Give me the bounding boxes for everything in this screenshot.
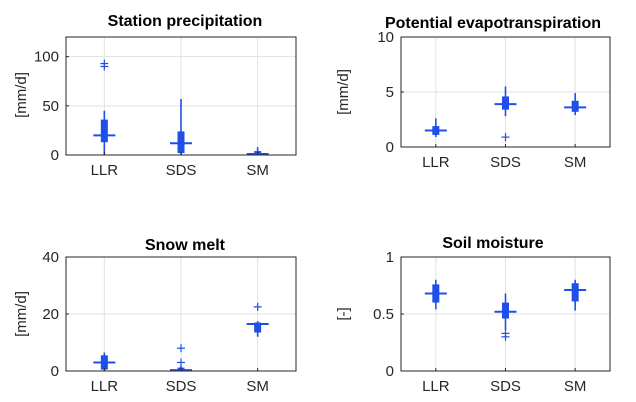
y-tick-label: 20 (42, 306, 59, 323)
panel-title: Soil moisture (442, 235, 543, 252)
panel-station-precipitation: Station precipitation [mm/d] 0 50 100 LLR SD… (13, 13, 297, 179)
x-tick-label: LLR (91, 162, 119, 179)
y-tick-label: 0 (51, 147, 59, 164)
panel-soil-moisture: Soil moisture [-] 0 0.5 1 LLR SDS SM (335, 235, 611, 395)
outlier-marker (253, 302, 262, 311)
x-tick-label: SDS (490, 154, 521, 171)
panel-snow-melt: Snow melt [mm/d] 0 20 40 LLR SDS SM (13, 237, 297, 395)
x-tick-label: SM (246, 162, 269, 179)
panel-title: Potential evapotranspiration (385, 15, 601, 32)
x-tick-label: LLR (422, 378, 450, 395)
y-tick-label: 100 (34, 49, 59, 66)
y-axis-label: [mm/d] (13, 72, 30, 118)
outlier-marker (501, 133, 510, 142)
x-tick-label: SM (564, 378, 587, 395)
x-tick-label: SDS (166, 162, 197, 179)
y-tick-label: 10 (377, 29, 394, 46)
box (502, 302, 509, 319)
box (254, 322, 262, 333)
y-tick-label: 0 (386, 363, 394, 380)
outlier-marker (501, 329, 510, 338)
y-tick-label: 5 (386, 84, 394, 101)
y-axis-label: [-] (335, 307, 352, 320)
y-tick-label: 0 (51, 363, 59, 380)
y-tick-label: 50 (42, 98, 59, 115)
box (502, 96, 509, 110)
outlier-marker (177, 358, 185, 367)
y-tick-label: 0.5 (373, 306, 394, 323)
plot-area: 0 20 40 LLR SDS SM (42, 249, 297, 395)
box (571, 283, 579, 302)
plot-area: 0 50 100 LLR SDS SM (34, 36, 297, 179)
plot-area: 0 0.5 1 LLR SDS SM (373, 249, 611, 395)
box (100, 119, 108, 143)
x-tick-label: SM (246, 378, 269, 395)
x-tick-label: SDS (490, 378, 521, 395)
y-tick-label: 0 (386, 139, 394, 156)
y-tick-label: 40 (42, 249, 59, 266)
panel-title: Snow melt (145, 237, 226, 254)
x-tick-label: SDS (166, 378, 197, 395)
x-tick-label: LLR (91, 378, 119, 395)
x-tick-label: SM (564, 154, 587, 171)
plot-area: 0 5 10 LLR SDS SM (377, 29, 611, 171)
x-tick-label: LLR (422, 154, 450, 171)
outlier-marker (177, 344, 185, 353)
panel-title: Station precipitation (108, 13, 263, 30)
y-tick-label: 1 (386, 249, 394, 266)
y-axis-label: [mm/d] (335, 69, 352, 115)
panel-potential-evapotranspiration: Potential evapotranspiration [mm/d] 0 5 10… (335, 15, 611, 171)
box (571, 100, 579, 112)
y-axis-label: [mm/d] (13, 291, 30, 337)
outlier-marker (100, 59, 109, 68)
